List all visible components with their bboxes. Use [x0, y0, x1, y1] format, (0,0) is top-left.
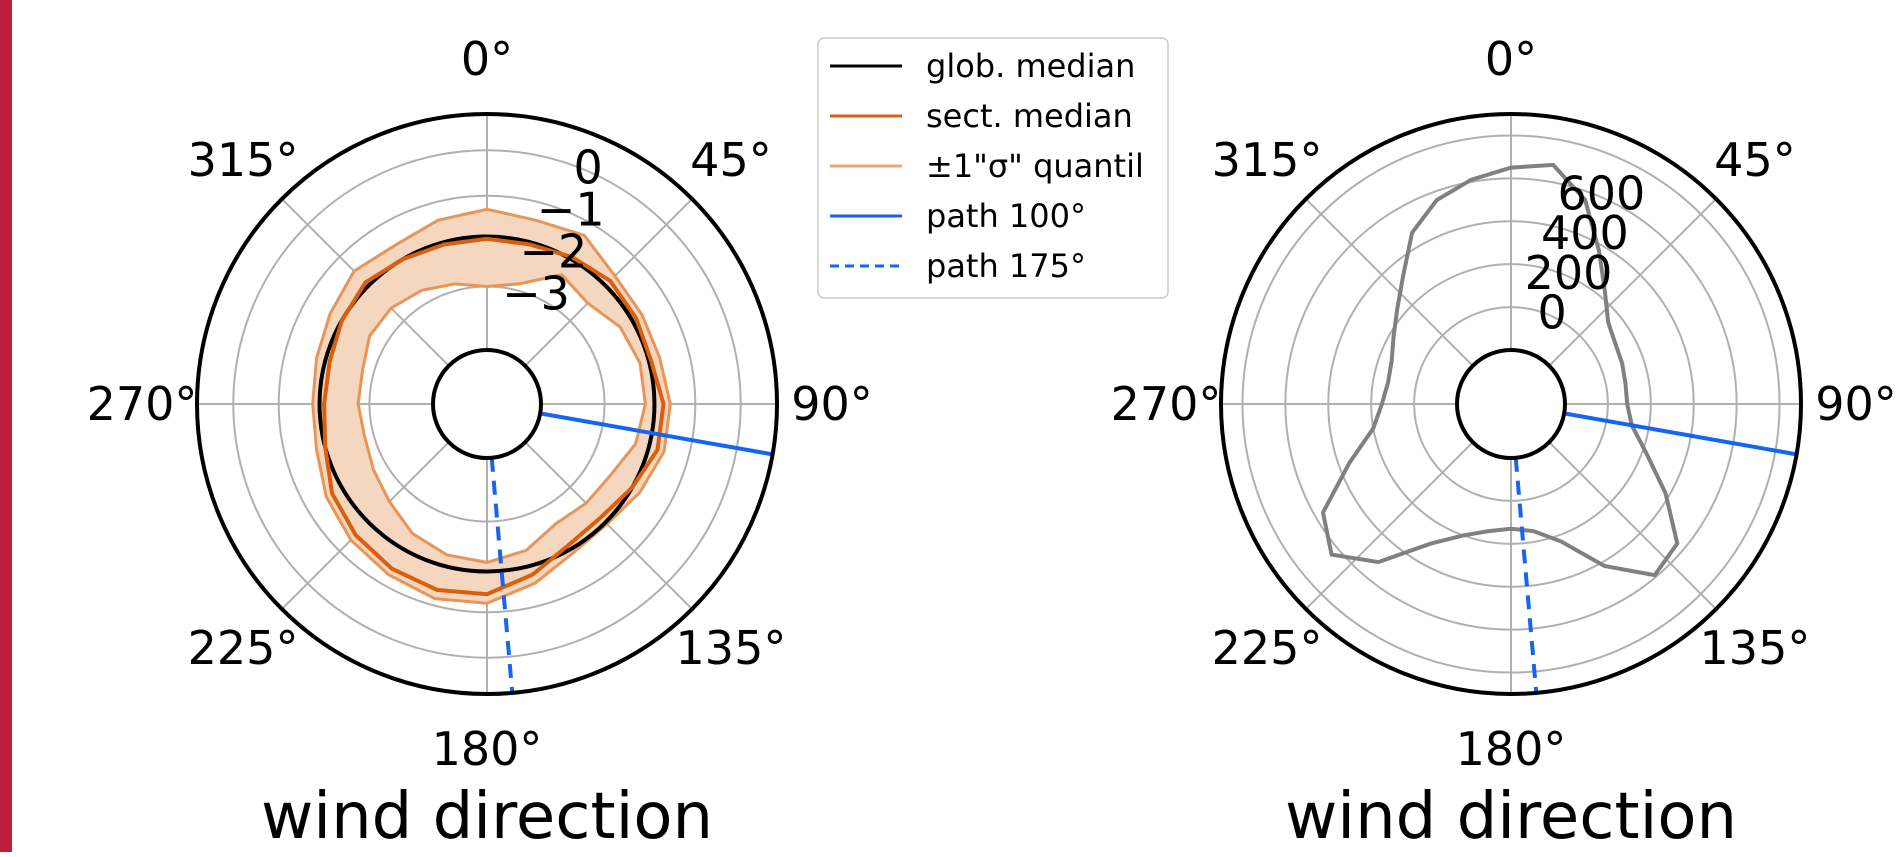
legend-label: path 175°: [926, 247, 1086, 285]
grid-circle: [1413, 306, 1609, 502]
series-layer: [311, 207, 773, 694]
count-line: [1320, 162, 1680, 578]
angle-tick-label: 45°: [690, 133, 772, 187]
angle-tick-label: 315°: [188, 133, 299, 187]
grid-circle: [232, 149, 742, 659]
accent-bar: [0, 0, 12, 852]
path-100-line: [539, 411, 773, 457]
x-axis-label: wind direction: [261, 780, 713, 852]
angle-tick-label: 180°: [432, 722, 543, 776]
legend-item-path-100: path 100°: [830, 197, 1086, 235]
angle-tick-label: 315°: [1212, 133, 1323, 187]
quantile-upper-line: [311, 207, 672, 605]
outer-ring: [1219, 112, 1803, 696]
angle-tick-label: 135°: [676, 621, 787, 675]
polar-grid: [1221, 114, 1801, 694]
radial-tick-label: 600: [1557, 167, 1645, 221]
radial-tick-label: −3: [502, 266, 570, 320]
sector-median-line: [322, 236, 666, 597]
grid-spoke: [1305, 198, 1474, 367]
legend-label: glob. median: [926, 47, 1135, 85]
path-175-line: [489, 457, 515, 694]
legend-label: sect. median: [926, 97, 1133, 135]
legend: glob. median sect. median ±1"σ" quantil …: [817, 37, 1169, 299]
radial-tick-label: 0: [1537, 285, 1566, 339]
quantile-lower-line: [356, 273, 647, 564]
legend-item-quantile: ±1"σ" quantil: [830, 147, 1144, 185]
radial-tick-label: 0: [573, 141, 602, 195]
legend-label: path 100°: [926, 197, 1086, 235]
legend-item-sector-median: sect. median: [830, 97, 1133, 135]
polar-frame: [1219, 112, 1803, 696]
radial-tick-label: −2: [519, 224, 587, 278]
grid-circle: [277, 194, 697, 614]
angle-tick-label: 0°: [461, 32, 513, 86]
grid-spoke: [1305, 441, 1474, 610]
series-layer: [1320, 162, 1797, 694]
angle-tick-label: 135°: [1700, 621, 1811, 675]
angle-tick-label: 225°: [1212, 621, 1323, 675]
global-median-circle: [317, 234, 657, 574]
grid-circle: [1370, 263, 1652, 545]
grid-spoke: [1548, 198, 1717, 367]
legend-item-path-175: path 175°: [830, 247, 1086, 285]
x-axis-label: wind direction: [1285, 780, 1737, 852]
grid-circle: [1241, 134, 1781, 674]
grid-spoke: [1548, 441, 1717, 610]
angle-tick-label: 0°: [1485, 32, 1537, 86]
legend-item-global-median: glob. median: [830, 47, 1135, 85]
legend-label: ±1"σ" quantil: [926, 147, 1144, 185]
angle-tick-label: 270°: [87, 377, 198, 431]
outer-ring: [195, 112, 779, 696]
radial-tick-labels: 0−1−2−3: [502, 141, 605, 321]
angle-tick-labels: 0° 45° 90° 135° 180° 225° 270° 315°: [87, 32, 873, 776]
legend-frame: [817, 37, 1169, 299]
angle-tick-label: 90°: [1815, 377, 1897, 431]
polar-frame: [195, 112, 779, 696]
radial-tick-label: 400: [1541, 206, 1629, 260]
inner-ring: [431, 348, 543, 460]
path-100-line: [1563, 411, 1797, 457]
angle-tick-label: 180°: [1456, 722, 1567, 776]
grid-spoke: [524, 441, 693, 610]
angle-tick-label: 45°: [1714, 133, 1796, 187]
grid-circle: [1327, 220, 1695, 588]
inner-ring: [1455, 348, 1567, 460]
polar-plot-anomaly: 0−1−2−3 0° 45° 90° 135° 180° 225° 270° 315° win…: [87, 32, 873, 854]
angle-tick-label: 270°: [1111, 377, 1222, 431]
grid-circle: [1284, 177, 1738, 631]
angle-tick-labels: 0° 45° 90° 135° 180° 225° 270° 315°: [1111, 32, 1897, 776]
path-175-line: [1513, 457, 1539, 694]
radial-tick-label: 200: [1525, 246, 1613, 300]
radial-tick-label: −1: [537, 183, 605, 237]
angle-tick-label: 225°: [188, 621, 299, 675]
angle-tick-label: 90°: [791, 377, 873, 431]
